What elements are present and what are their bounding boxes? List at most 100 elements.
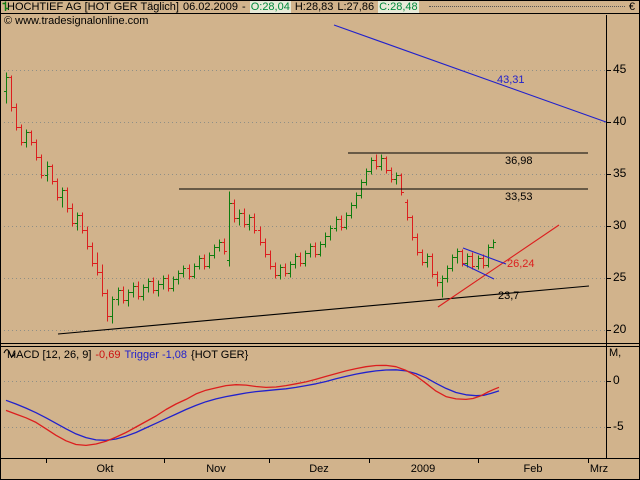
ohlc-bar-91 — [465, 253, 470, 268]
downtrend-line — [333, 24, 607, 123]
ohlc-bar-86 — [440, 275, 445, 298]
ohlc-bar-23 — [121, 286, 126, 304]
ohlc-bar-68 — [349, 202, 354, 219]
watermark: © www.tradesignalonline.com — [4, 15, 149, 27]
high-value: H:28,83 — [294, 1, 334, 13]
title-bar[interactable]: HOCHTIEF AG [HOT GER Täglich] 06.02.2009… — [1, 1, 639, 14]
open-value: O:28,04 — [249, 1, 291, 13]
ohlc-bar-49 — [252, 213, 257, 234]
ohlc-bar-54 — [278, 264, 283, 280]
price-axis-label-30: 30 — [613, 217, 627, 232]
resistance-36_98-label: 36,98 — [505, 155, 533, 167]
ohlc-bar-17 — [90, 242, 95, 267]
ohlc-bar-10 — [55, 178, 60, 201]
ohlc-bar-20 — [105, 289, 110, 322]
ohlc-bar-28 — [146, 278, 151, 293]
month-label-Okt: Okt — [96, 463, 114, 475]
macd-trigger: Trigger -1,08 — [124, 348, 188, 361]
ohlc-bar-96 — [491, 239, 496, 249]
price-axis-label-45: 45 — [613, 61, 627, 76]
macd-axis-label--5: -5 — [613, 418, 624, 433]
ohlc-bar-4 — [24, 129, 29, 148]
ohlc-bar-64 — [328, 225, 333, 241]
resistance-33_53-label: 33,53 — [505, 191, 533, 203]
ohlc-bar-61 — [313, 242, 318, 258]
instrument-title: HOCHTIEF AG [HOT GER Täglich] — [7, 1, 179, 13]
ohlc-bar-6 — [34, 139, 39, 161]
ohlc-bar-72 — [369, 157, 374, 175]
ohlc-bar-51 — [263, 238, 268, 258]
ohlc-bar-38 — [197, 255, 202, 270]
ohlc-bar-57 — [293, 253, 298, 269]
ohlc-bar-24 — [126, 289, 131, 307]
ohlc-bar-47 — [242, 208, 247, 228]
ohlc-bar-55 — [283, 263, 288, 277]
ohlc-bar-43 — [222, 238, 227, 255]
ohlc-bar-7 — [39, 154, 44, 179]
macd-line — [5, 364, 500, 447]
ohlc-bar-19 — [100, 264, 105, 297]
ohlc-bar-82 — [420, 249, 425, 266]
price-axis-label-25: 25 — [613, 269, 627, 284]
title-dotted-leader — [428, 5, 625, 7]
ohlc-bar-93 — [476, 255, 481, 270]
ohlc-bar-45 — [232, 199, 237, 223]
close-value: C:28,48 — [378, 1, 419, 13]
macd-symbol-suffix: {HOT GER} — [191, 348, 249, 361]
ohlc-bar-67 — [344, 212, 349, 230]
ohlc-bar-22 — [116, 287, 121, 306]
ohlc-bar-60 — [308, 243, 313, 258]
ohlc-bar-62 — [318, 241, 323, 257]
ohlc-bar-40 — [207, 252, 212, 269]
ohlc-bar-53 — [273, 262, 278, 279]
ohlc-bar-35 — [181, 265, 186, 278]
ohlc-bar-21 — [110, 296, 115, 324]
support-uptrend-label: 23,7 — [498, 290, 520, 302]
ohlc-bar-30 — [156, 280, 161, 297]
ohlc-bar-32 — [166, 274, 171, 292]
macd-trigger-line — [5, 369, 500, 441]
ohlc-bar-78 — [399, 173, 404, 196]
ohlc-bar-95 — [486, 244, 491, 268]
currency-label: € — [628, 1, 635, 13]
ohlc-bar-48 — [247, 214, 252, 231]
price-axis-label-35: 35 — [613, 165, 627, 180]
ohlc-bar-75 — [384, 156, 389, 174]
macd-axis-label-0: 0 — [613, 372, 620, 387]
month-label-Mrz: Mrz — [589, 463, 609, 475]
ohlc-bar-59 — [303, 250, 308, 267]
pennant-upper — [462, 247, 507, 265]
ohlc-bar-11 — [60, 187, 65, 208]
price-axis-label-40: 40 — [613, 113, 627, 128]
ohlc-bar-52 — [268, 250, 273, 270]
ohlc-bar-63 — [323, 232, 328, 248]
ohlc-bar-14 — [75, 212, 80, 231]
title-dash: - — [242, 1, 246, 13]
ohlc-bar-50 — [258, 226, 263, 246]
ohlc-bar-8 — [45, 161, 50, 182]
ohlc-bar-90 — [460, 249, 465, 267]
ohlc-bar-76 — [389, 167, 394, 183]
ohlc-bar-41 — [212, 244, 217, 259]
ohlc-bar-5 — [29, 130, 34, 146]
ohlc-bar-1 — [9, 75, 14, 112]
month-label-Feb: Feb — [523, 463, 543, 475]
ohlc-bar-15 — [80, 212, 85, 234]
ohlc-bar-84 — [430, 253, 435, 278]
ohlc-bar-42 — [217, 239, 222, 252]
ohlc-bar-71 — [364, 168, 369, 186]
ohlc-bar-92 — [470, 252, 475, 270]
short-uptrend-label: 26,24 — [507, 258, 535, 270]
ohlc-bar-26 — [136, 281, 141, 300]
ohlc-bar-74 — [379, 154, 384, 171]
macd-value: -0,69 — [95, 348, 121, 361]
ohlc-bar-13 — [70, 203, 75, 227]
ohlc-bar-81 — [415, 233, 420, 256]
ohlc-bar-46 — [237, 209, 242, 226]
low-value: L:27,86 — [337, 1, 375, 13]
macd-header[interactable]: MACD [12, 26, 9] -0,69 Trigger -1,08 {HO… — [3, 348, 252, 361]
pennant-lower — [462, 263, 495, 280]
ohlc-bar-18 — [95, 252, 100, 276]
